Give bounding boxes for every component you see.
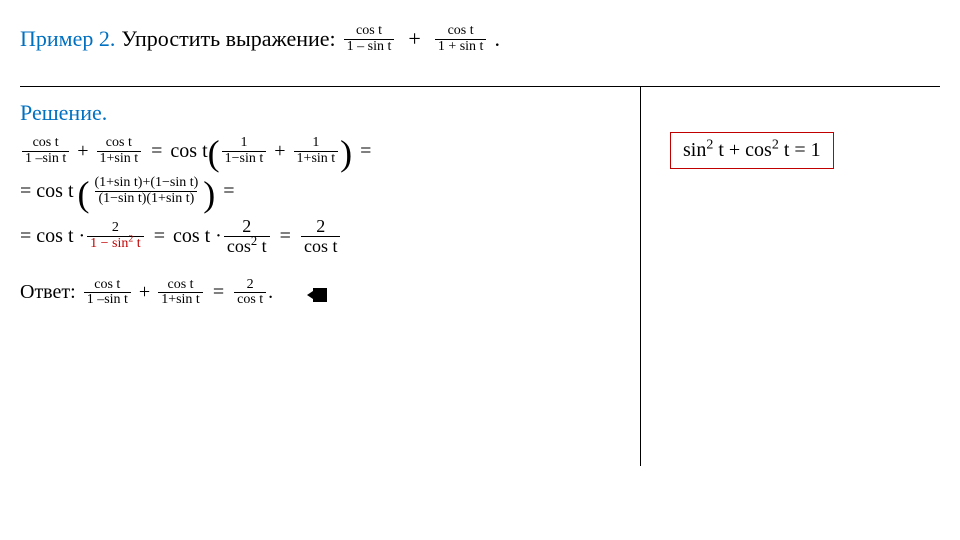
frac: 2 cos2 t <box>224 217 270 256</box>
frac-num: cos t <box>103 136 135 151</box>
frac-den: cos2 t <box>224 236 270 256</box>
frac-den: 1+sin t <box>158 292 203 308</box>
frac-num: 2 <box>313 217 328 236</box>
frac-num: 1 <box>237 136 250 151</box>
frac-num: cos t <box>445 24 477 39</box>
prefix-cos: = cos t <box>20 180 74 203</box>
frac-den: 1 – sin t <box>344 39 395 55</box>
plus-op: + <box>139 281 150 304</box>
prefix-cos-dot: = cos t · <box>20 225 85 248</box>
identity-box: sin2 t + cos2 t = 1 <box>670 132 834 169</box>
equals: = <box>360 140 371 163</box>
answer-label: Ответ: <box>20 281 76 304</box>
problem-statement: Пример 2. Упростить выражение: cos t 1 –… <box>20 24 940 54</box>
frac-num: cos t <box>30 136 62 151</box>
frac-den: 1−sin t <box>222 151 267 167</box>
frac-den: 1+sin t <box>97 151 142 167</box>
mid-cos-dot: cos t · <box>173 225 222 248</box>
period: . <box>268 281 273 304</box>
frac-den: (1−sin t)(1+sin t) <box>95 191 197 207</box>
frac: 1 1+sin t <box>294 136 339 166</box>
example-label: Пример 2. <box>20 26 115 52</box>
frac: 2 cos t <box>234 278 266 308</box>
problem-frac-1: cos t 1 – sin t <box>344 24 395 54</box>
vertical-rule <box>640 86 641 466</box>
equals: = <box>280 225 291 248</box>
period: . <box>494 26 500 52</box>
problem-line: Пример 2. Упростить выражение: cos t 1 –… <box>20 24 940 54</box>
solution-line-1: cos t 1 –sin t + cos t 1+sin t = cos t (… <box>20 136 620 166</box>
solution-label: Решение. <box>20 100 620 126</box>
frac-num: 2 <box>244 278 257 293</box>
plus-op: + <box>77 140 88 163</box>
frac-den: 1 − sin2 t <box>87 236 144 252</box>
frac-num: cos t <box>91 278 123 293</box>
plus-op: + <box>274 140 285 163</box>
frac-den: cos t <box>234 292 266 308</box>
frac-num: 1 <box>309 136 322 151</box>
frac-num: 2 <box>109 221 122 236</box>
equals: = <box>223 180 234 203</box>
frac: 1 1−sin t <box>222 136 267 166</box>
frac: 2 1 − sin2 t <box>87 221 144 251</box>
equals: = <box>213 281 224 304</box>
frac-den: cos t <box>301 236 341 256</box>
solution-area: Решение. cos t 1 –sin t + cos t 1+sin t … <box>20 100 620 318</box>
pythagorean-identity: sin2 t + cos2 t = 1 <box>683 139 821 161</box>
page: Пример 2. Упростить выражение: cos t 1 –… <box>0 0 960 540</box>
frac-den: 1 –sin t <box>22 151 69 167</box>
frac: 2 cos t <box>301 217 341 256</box>
frac: cos t 1 –sin t <box>22 136 69 166</box>
equals: = <box>154 225 165 248</box>
frac: cos t 1 –sin t <box>84 278 131 308</box>
solution-line-2: = cos t ( (1+sin t)+(1−sin t) (1−sin t)(… <box>20 176 620 206</box>
factor-cos: cos t <box>170 140 207 163</box>
frac-den: 1 + sin t <box>435 39 487 55</box>
answer-line: Ответ: cos t 1 –sin t + cos t 1+sin t = … <box>20 278 620 308</box>
frac: cos t 1+sin t <box>97 136 142 166</box>
qed-marker-icon <box>313 288 327 302</box>
horizontal-rule <box>20 86 940 87</box>
prompt-text: Упростить выражение: <box>121 26 335 52</box>
frac-den: 1+sin t <box>294 151 339 167</box>
frac-den: 1 –sin t <box>84 292 131 308</box>
frac-num: (1+sin t)+(1−sin t) <box>92 176 202 191</box>
solution-line-3: = cos t · 2 1 − sin2 t = cos t · 2 cos2 … <box>20 217 620 256</box>
problem-frac-2: cos t 1 + sin t <box>435 24 487 54</box>
frac: cos t 1+sin t <box>158 278 203 308</box>
frac-num: cos t <box>164 278 196 293</box>
frac: (1+sin t)+(1−sin t) (1−sin t)(1+sin t) <box>92 176 202 206</box>
plus-op: + <box>408 26 420 52</box>
frac-num: cos t <box>353 24 385 39</box>
equals: = <box>151 140 162 163</box>
